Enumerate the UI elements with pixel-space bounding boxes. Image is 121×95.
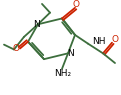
- Text: O: O: [72, 0, 79, 9]
- Text: O: O: [111, 35, 118, 44]
- Text: O: O: [12, 44, 19, 53]
- Text: N: N: [33, 20, 39, 29]
- Text: NH: NH: [92, 37, 106, 46]
- Text: N: N: [67, 49, 73, 58]
- Text: NH₂: NH₂: [54, 69, 72, 78]
